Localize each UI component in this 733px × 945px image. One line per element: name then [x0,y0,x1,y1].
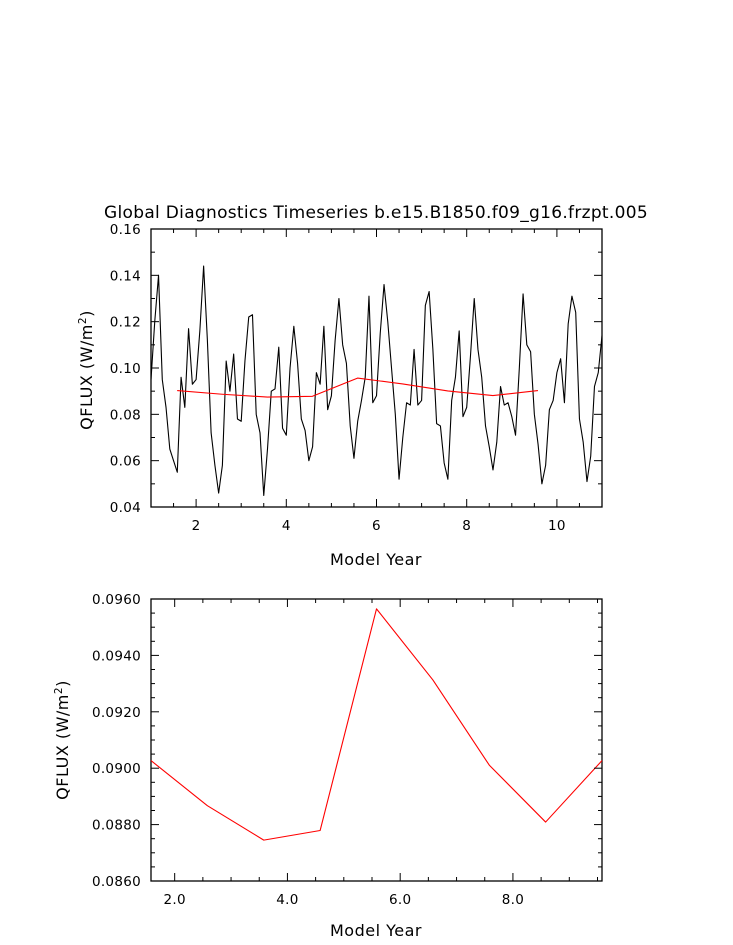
bottom-x-tick-label: 8.0 [502,892,524,908]
top-x-tick-label: 10 [548,518,566,534]
bottom-y-tick-label: 0.0880 [92,818,141,834]
panel-bottom-annual: 2.0 4.0 6.0 8.0 0.0860 0.0880 0.0900 0.0920 0.09… [53,592,603,940]
top-y-tick-label: 0.10 [110,361,141,377]
top-y-tick-label: 0.04 [110,500,141,516]
bottom-plot-frame [150,598,603,882]
bottom-ticks-layer [151,598,602,882]
top-y-axis-label-close: ) [77,310,96,317]
top-y-axis-label: QFLUX (W/m2) [77,310,96,430]
top-x-tick-label: 6 [372,518,381,534]
top-y-tick-label: 0.06 [110,454,141,470]
top-series-line-0 [150,265,603,496]
top-y-tick-label: 0.14 [110,268,141,284]
bottom-y-tick-label: 0.0920 [92,705,141,721]
top-y-tick-label: 0.08 [110,407,141,423]
top-y-axis-label-main: QFLUX (W/m [77,324,96,430]
panel-top-timeseries: 2 4 6 8 10 0.04 0.06 0.08 0.10 0.12 0.14 0.16 Model… [77,222,603,569]
top-y-tick-label: 0.16 [110,222,141,238]
bottom-y-axis-label: QFLUX (W/m2) [53,680,72,800]
bottom-labels-layer: 2.0 4.0 6.0 8.0 0.0860 0.0880 0.0900 0.0920 0.09… [92,592,524,908]
top-x-tick-label: 2 [192,518,201,534]
top-x-tick-label: 4 [282,518,291,534]
top-x-tick-label: 8 [462,518,471,534]
top-plot-frame [150,228,603,508]
top-series-layer [150,265,603,496]
top-ticks-layer [151,228,602,508]
bottom-x-tick-label: 2.0 [163,892,185,908]
bottom-series-layer [150,608,603,841]
bottom-y-axis-label-sup: 2 [53,687,65,694]
bottom-x-axis-label: Model Year [330,921,422,940]
top-x-axis-label: Model Year [330,550,422,569]
chart-title: Global Diagnostics Timeseries b.e15.B185… [104,203,648,223]
top-plot-area [150,228,603,508]
bottom-plot-area [150,598,603,882]
top-labels-layer: 2 4 6 8 10 0.04 0.06 0.08 0.10 0.12 0.14 0.16 [110,222,566,534]
bottom-y-axis-label-close: ) [53,680,72,687]
bottom-y-tick-label: 0.0960 [92,592,141,608]
bottom-y-tick-label: 0.0900 [92,761,141,777]
bottom-series-line-0 [150,608,603,841]
top-series-line-1 [177,377,539,398]
bottom-x-tick-label: 6.0 [389,892,411,908]
bottom-x-tick-label: 4.0 [276,892,298,908]
bottom-y-tick-label: 0.0860 [92,874,141,890]
bottom-y-axis-label-main: QFLUX (W/m [53,694,72,800]
bottom-y-tick-label: 0.0940 [92,648,141,664]
top-y-axis-label-sup: 2 [77,317,89,324]
top-y-tick-label: 0.12 [110,315,141,331]
